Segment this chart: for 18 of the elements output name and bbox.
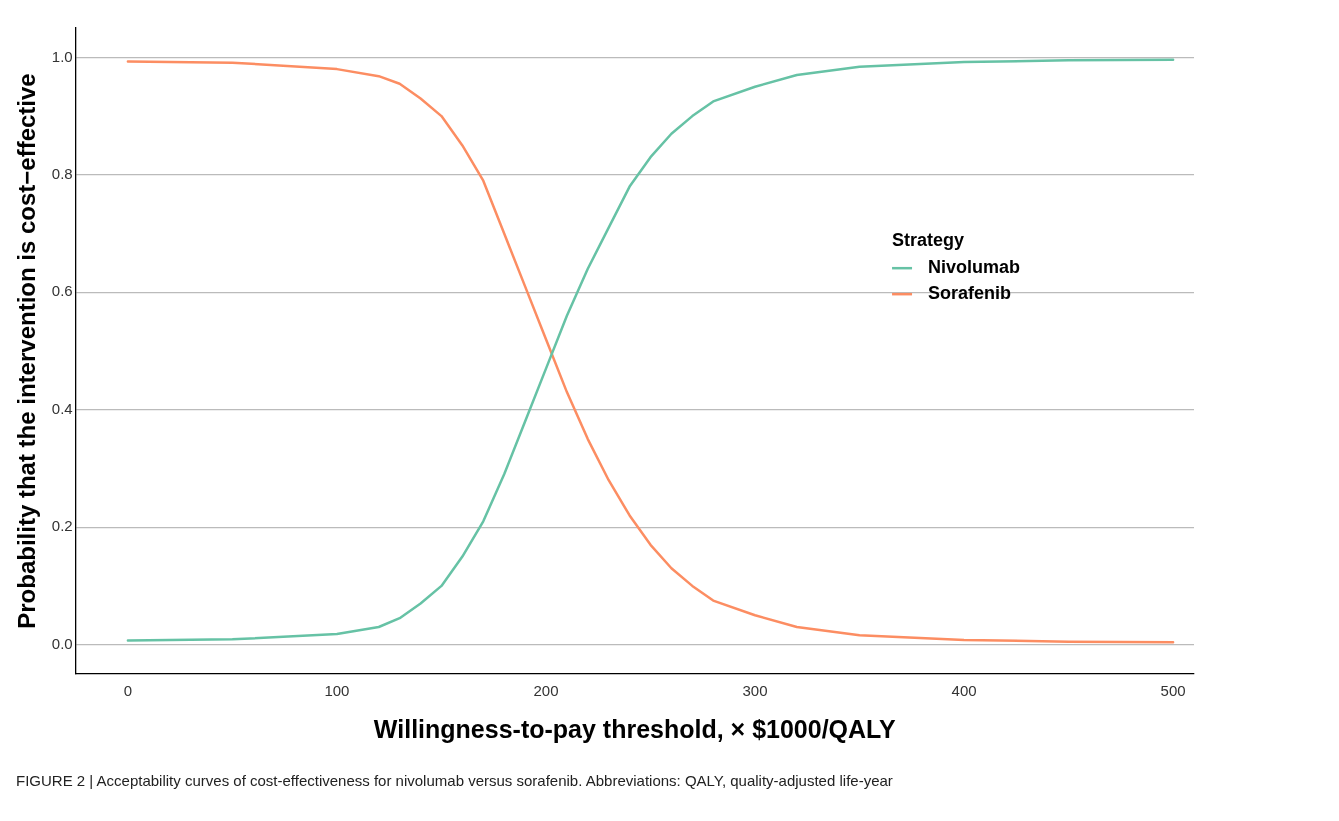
y-tick-label: 0.6 — [51, 282, 73, 300]
legend-label: Sorafenib — [928, 283, 1012, 304]
y-tick-label: 0.0 — [51, 634, 73, 652]
y-tick-label: 1.0 — [51, 47, 73, 65]
x-tick-label: 400 — [951, 682, 977, 700]
y-tick-label: 0.8 — [51, 164, 73, 182]
caption: FIGURE 2 | Acceptability curves of cost-effectiveness for nivolumab versus sorafenib. Abbreviations: QALY, quality-adjusted life-year — [16, 772, 893, 789]
y-tick-label: 0.4 — [51, 399, 73, 417]
x-tick-label: 100 — [324, 682, 350, 700]
x-tick-label: 500 — [1160, 682, 1186, 700]
legend-title: Strategy — [892, 230, 965, 251]
x-axis-title: Willingness-to-pay threshold, × $1000/QALY — [373, 714, 897, 743]
y-tick-label: 0.2 — [51, 517, 73, 535]
x-tick-label: 300 — [742, 682, 768, 700]
legend-label: Nivolumab — [928, 257, 1021, 278]
x-tick-label: 0 — [123, 682, 133, 700]
y-axis-title: Probability that the intervention is cost−effective — [13, 73, 41, 629]
x-tick-label: 200 — [533, 682, 559, 700]
